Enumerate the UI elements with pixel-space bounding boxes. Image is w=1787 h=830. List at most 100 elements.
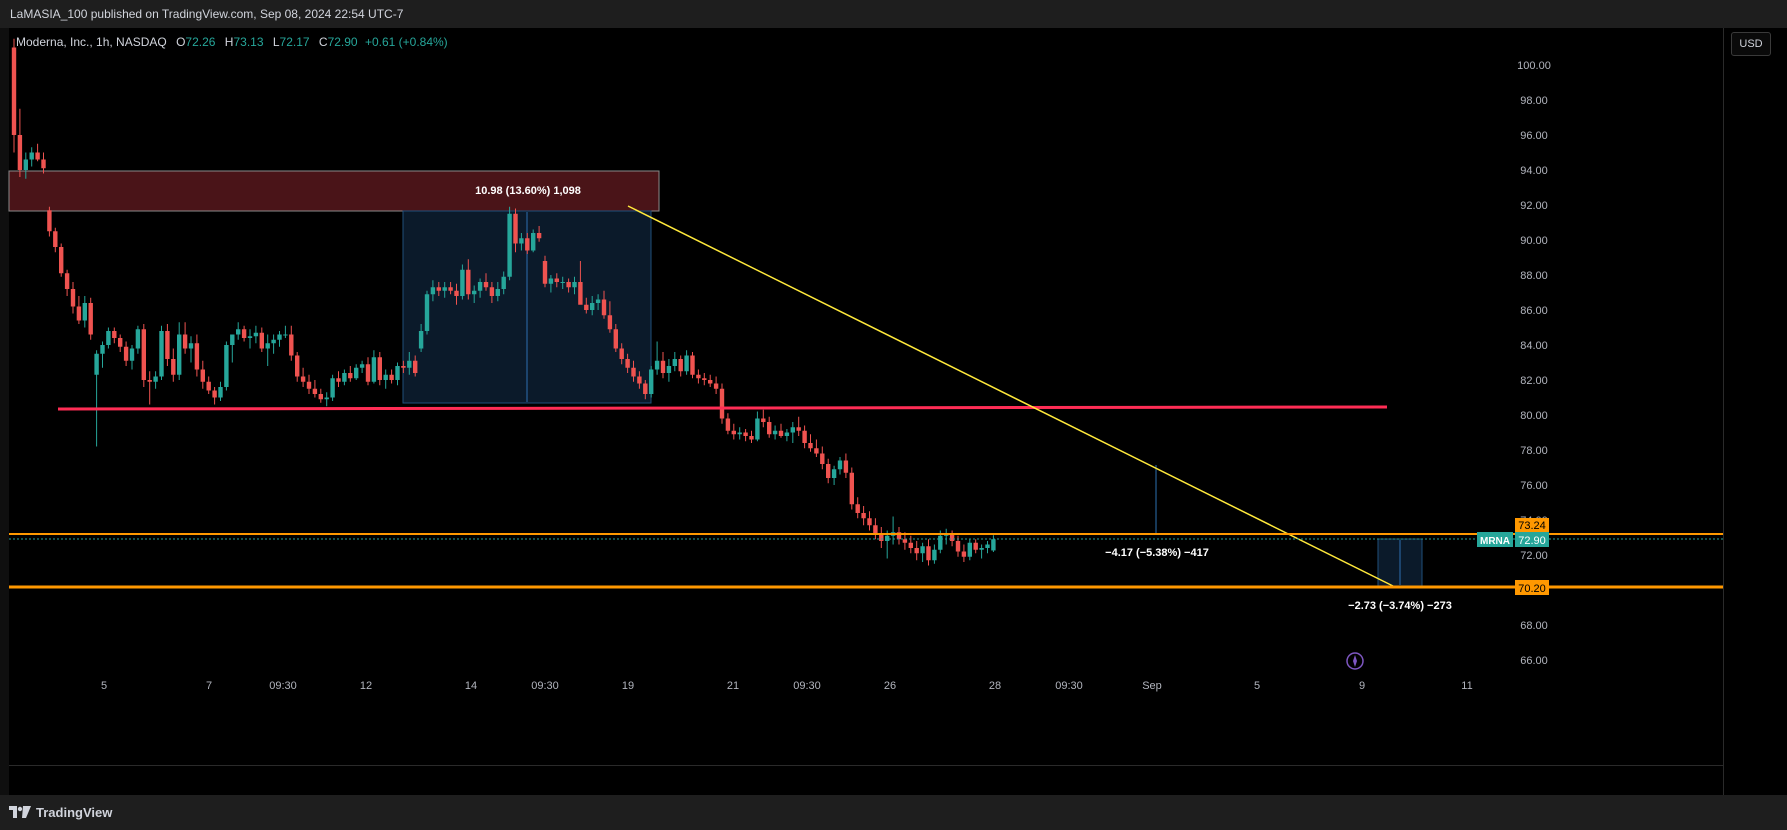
candle-body bbox=[554, 278, 559, 282]
candle-body bbox=[896, 532, 902, 540]
candle-body bbox=[713, 383, 719, 389]
x-tick-label: 7 bbox=[206, 680, 212, 692]
candle-body bbox=[460, 269, 465, 296]
candle-body bbox=[578, 282, 583, 305]
x-tick-label: 21 bbox=[727, 680, 739, 692]
candle-body bbox=[147, 380, 152, 382]
candle-body bbox=[837, 460, 843, 470]
candle-body bbox=[719, 388, 725, 419]
x-tick-label: 09:30 bbox=[1055, 680, 1083, 692]
currency-button[interactable]: USD bbox=[1731, 32, 1771, 56]
y-tick-label: 98.00 bbox=[1520, 95, 1548, 107]
candle-body bbox=[767, 422, 772, 435]
y-tick-label: 92.00 bbox=[1520, 200, 1548, 212]
candle-body bbox=[383, 374, 388, 380]
candle-body bbox=[737, 432, 742, 435]
y-tick-label: 90.00 bbox=[1520, 235, 1548, 247]
compass-icon[interactable] bbox=[1346, 652, 1364, 670]
candle-body bbox=[300, 376, 306, 382]
candle-body bbox=[672, 359, 677, 366]
x-tick-label: 5 bbox=[1254, 680, 1260, 692]
candle-body bbox=[654, 360, 660, 370]
candle-body bbox=[885, 535, 890, 541]
candle-body bbox=[902, 539, 908, 543]
candle-body bbox=[11, 47, 17, 135]
candle-body bbox=[696, 374, 701, 379]
candle-body bbox=[413, 360, 418, 373]
measure-projection-label: −2.73 (−3.74%) −273 bbox=[1348, 600, 1452, 612]
y-tick-label: 68.00 bbox=[1520, 620, 1548, 632]
candle-body bbox=[607, 315, 613, 330]
candle-body bbox=[725, 418, 731, 431]
candle-body bbox=[53, 231, 58, 247]
candle-body bbox=[731, 430, 736, 435]
candle-body bbox=[814, 448, 819, 454]
candle-body bbox=[743, 432, 748, 436]
candle-body bbox=[472, 290, 477, 295]
candle-body bbox=[938, 535, 943, 550]
x-tick-label: 26 bbox=[884, 680, 896, 692]
candle-body bbox=[112, 331, 117, 338]
candle-body bbox=[59, 247, 64, 274]
price-tag-upper-bg bbox=[1515, 518, 1549, 532]
candle-body bbox=[236, 329, 241, 335]
candle-body bbox=[967, 542, 972, 557]
x-tick-label: 09:30 bbox=[793, 680, 821, 692]
candle-body bbox=[348, 373, 353, 379]
x-tick-label: Sep bbox=[1142, 680, 1162, 692]
chart-pane[interactable] bbox=[9, 28, 1723, 795]
candle-body bbox=[318, 394, 323, 400]
y-tick-label: 88.00 bbox=[1520, 270, 1548, 282]
candle-body bbox=[436, 287, 441, 291]
legend-open-label: O bbox=[176, 35, 186, 49]
candle-body bbox=[29, 152, 34, 160]
supply-zone[interactable] bbox=[8, 170, 660, 212]
candle-body bbox=[489, 287, 495, 296]
candle-body bbox=[306, 381, 312, 389]
candle-body bbox=[424, 294, 430, 331]
y-tick-label: 96.00 bbox=[1520, 130, 1548, 142]
candle-body bbox=[519, 238, 524, 244]
candle-body bbox=[932, 549, 937, 561]
candle-body bbox=[88, 303, 93, 335]
candle-body bbox=[778, 430, 784, 436]
measure-drop-label: −4.17 (−5.38%) −417 bbox=[1105, 547, 1209, 559]
price-tag-upper: 73.24 bbox=[1518, 520, 1546, 532]
support-line[interactable] bbox=[57, 405, 1388, 411]
candle-body bbox=[584, 304, 589, 310]
candle-body bbox=[802, 430, 807, 443]
candle-body bbox=[955, 541, 961, 552]
candle-body bbox=[135, 329, 141, 349]
candle-body bbox=[271, 339, 276, 344]
candle-body bbox=[70, 289, 76, 307]
tradingview-logo[interactable]: TradingView bbox=[9, 805, 112, 820]
candle-body bbox=[961, 551, 967, 557]
candle-body bbox=[76, 306, 82, 321]
publish-text: LaMASIA_100 published on TradingView.com… bbox=[10, 7, 404, 21]
price-tag-lower-bg bbox=[1515, 580, 1549, 595]
candle-body bbox=[395, 366, 400, 380]
candle-body bbox=[82, 303, 87, 321]
candle-body bbox=[241, 329, 247, 338]
candle-body bbox=[973, 542, 978, 550]
price-axis[interactable] bbox=[1723, 28, 1787, 795]
candle-body bbox=[194, 343, 200, 370]
candle-body bbox=[536, 233, 542, 239]
tradingview-logo-icon bbox=[9, 806, 31, 818]
candle-body bbox=[171, 359, 176, 375]
x-tick-label: 11 bbox=[1461, 680, 1472, 692]
price-ticks: 100.00 98.00 96.00 94.00 92.00 90.00 88.00 86.0… bbox=[1517, 60, 1551, 667]
candle-body bbox=[920, 546, 925, 554]
price-tag-lower: 70.20 bbox=[1518, 583, 1546, 595]
candle-body bbox=[247, 336, 253, 338]
candle-body bbox=[336, 378, 341, 382]
time-axis[interactable] bbox=[9, 765, 1723, 796]
candle-body bbox=[873, 525, 878, 534]
trend-line[interactable] bbox=[627, 205, 1394, 587]
candle-body bbox=[507, 213, 512, 277]
candle-body bbox=[755, 418, 760, 440]
candle-body bbox=[312, 388, 318, 394]
candle-body bbox=[826, 464, 831, 478]
candle-body bbox=[106, 331, 111, 345]
